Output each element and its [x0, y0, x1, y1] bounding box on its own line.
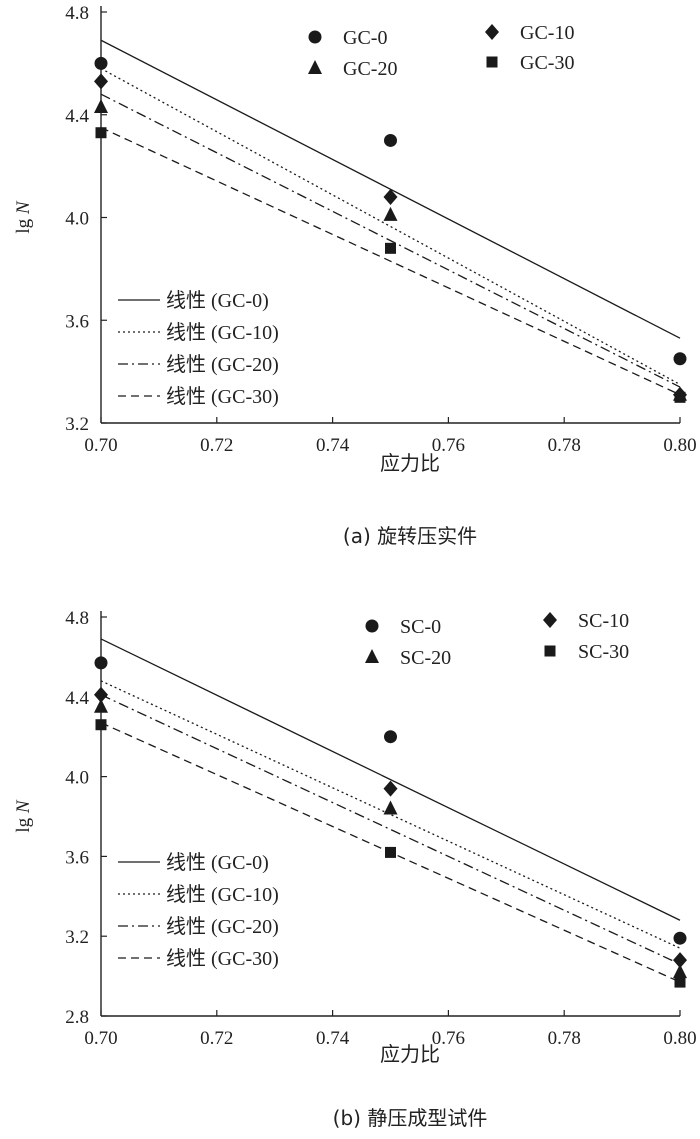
data-point-sc-10	[383, 780, 398, 797]
fit-line-sc-20	[100, 694, 681, 965]
legend-marker-gc-20	[308, 60, 322, 74]
data-point-gc-30	[385, 242, 396, 254]
x-tick-label: 0.74	[316, 435, 350, 456]
data-point-sc-0	[384, 730, 397, 744]
data-point-gc-0	[673, 352, 687, 366]
chart-panel-a: 3.2 3.6 4.0 4.4 4.8 0.70 0.72 0.74 0.76 0.78 0.80 l…	[13, 3, 697, 548]
legend-marker-sc-20	[365, 649, 379, 663]
legend-label-gc-10: GC-10	[520, 22, 574, 44]
data-point-gc-20	[94, 99, 108, 114]
chart-caption: (a) 旋转压实件	[343, 524, 477, 548]
data-point-sc-20	[673, 964, 687, 979]
data-point-sc-30	[674, 976, 686, 988]
x-tick-label: 0.76	[432, 435, 465, 456]
fit-legend-label: 线性 (GC-10)	[166, 883, 279, 906]
x-tick-label: 0.80	[663, 1028, 696, 1049]
data-point-sc-10	[673, 952, 687, 969]
y-tick-label: 4.4	[65, 688, 89, 709]
fit-line-gc-30	[100, 127, 681, 396]
data-point-sc-20	[94, 698, 108, 713]
fit-legend-label: 线性 (GC-20)	[166, 353, 279, 376]
y-tick-label: 3.6	[65, 847, 89, 868]
fit-legend-label: 线性 (GC-20)	[166, 915, 279, 938]
data-point-sc-0	[94, 656, 108, 670]
legend-label-gc-0: GC-0	[343, 27, 387, 49]
fit-legend-label: 线性 (GC-0)	[166, 851, 269, 874]
y-tick-label: 4.4	[65, 106, 89, 127]
y-axis-label: lg N	[13, 200, 34, 234]
legend-label-sc-20: SC-20	[400, 647, 451, 669]
legend-marker-gc-10	[485, 24, 499, 40]
chart-panel-b: 2.8 3.2 3.6 4.0 4.4 4.8 0.70 0.72 0.74 0.76 0.78 0.…	[13, 608, 697, 1130]
x-tick-label: 0.76	[432, 1028, 465, 1049]
data-point-gc-30	[674, 391, 686, 403]
data-point-gc-20	[383, 206, 398, 221]
fit-line-gc-20	[100, 93, 681, 388]
fit-legend-label: 线性 (GC-10)	[166, 321, 279, 344]
x-axis-label: 应力比	[380, 1042, 440, 1066]
y-tick-label: 4.0	[65, 209, 89, 230]
x-tick-label: 0.78	[548, 435, 581, 456]
legend-label-sc-30: SC-30	[578, 641, 629, 663]
legend-label-sc-0: SC-0	[400, 616, 441, 638]
data-point-gc-0	[94, 56, 108, 70]
legend-marker-gc-0	[308, 30, 322, 44]
legend-marker-gc-30	[486, 56, 498, 68]
data-point-gc-0	[384, 133, 397, 147]
legend-marker-sc-10	[543, 612, 557, 628]
x-axis-label: 应力比	[380, 451, 440, 475]
data-point-sc-20	[383, 800, 398, 815]
y-tick-label: 2.8	[65, 1007, 89, 1028]
data-point-sc-10	[94, 686, 108, 703]
y-tick-label: 3.6	[65, 311, 89, 332]
chart-caption: (b) 静压成型试件	[333, 1106, 488, 1130]
y-tick-label: 3.2	[65, 927, 89, 948]
data-point-gc-10	[94, 73, 108, 90]
y-tick-label: 4.8	[65, 608, 89, 629]
y-tick-label: 4.0	[65, 768, 89, 789]
fit-legend-label: 线性 (GC-0)	[166, 289, 269, 312]
fit-legend-label: 线性 (GC-30)	[166, 385, 279, 408]
data-point-gc-10	[383, 188, 398, 205]
x-tick-label: 0.74	[316, 1028, 350, 1049]
y-axis-label: lg N	[13, 799, 34, 833]
legend-label-sc-10: SC-10	[578, 610, 629, 632]
legend-label-gc-30: GC-30	[520, 52, 574, 74]
x-tick-label: 0.72	[200, 435, 233, 456]
fit-legend-label: 线性 (GC-30)	[166, 947, 279, 970]
legend-marker-sc-30	[544, 645, 556, 657]
data-point-sc-30	[95, 719, 107, 731]
x-tick-label: 0.70	[84, 1028, 117, 1049]
data-point-sc-0	[673, 931, 687, 945]
x-tick-label: 0.72	[200, 1028, 233, 1049]
fit-line-sc-0	[100, 638, 681, 921]
x-tick-label: 0.78	[548, 1028, 581, 1049]
x-tick-label: 0.80	[663, 435, 696, 456]
y-tick-label: 4.8	[65, 3, 89, 24]
data-point-gc-30	[95, 127, 107, 139]
legend-label-gc-20: GC-20	[343, 58, 397, 80]
legend-marker-sc-0	[365, 619, 379, 633]
x-tick-label: 0.70	[84, 435, 117, 456]
y-tick-label: 3.2	[65, 414, 89, 435]
fit-line-sc-10	[100, 680, 681, 949]
data-point-sc-30	[385, 846, 396, 858]
